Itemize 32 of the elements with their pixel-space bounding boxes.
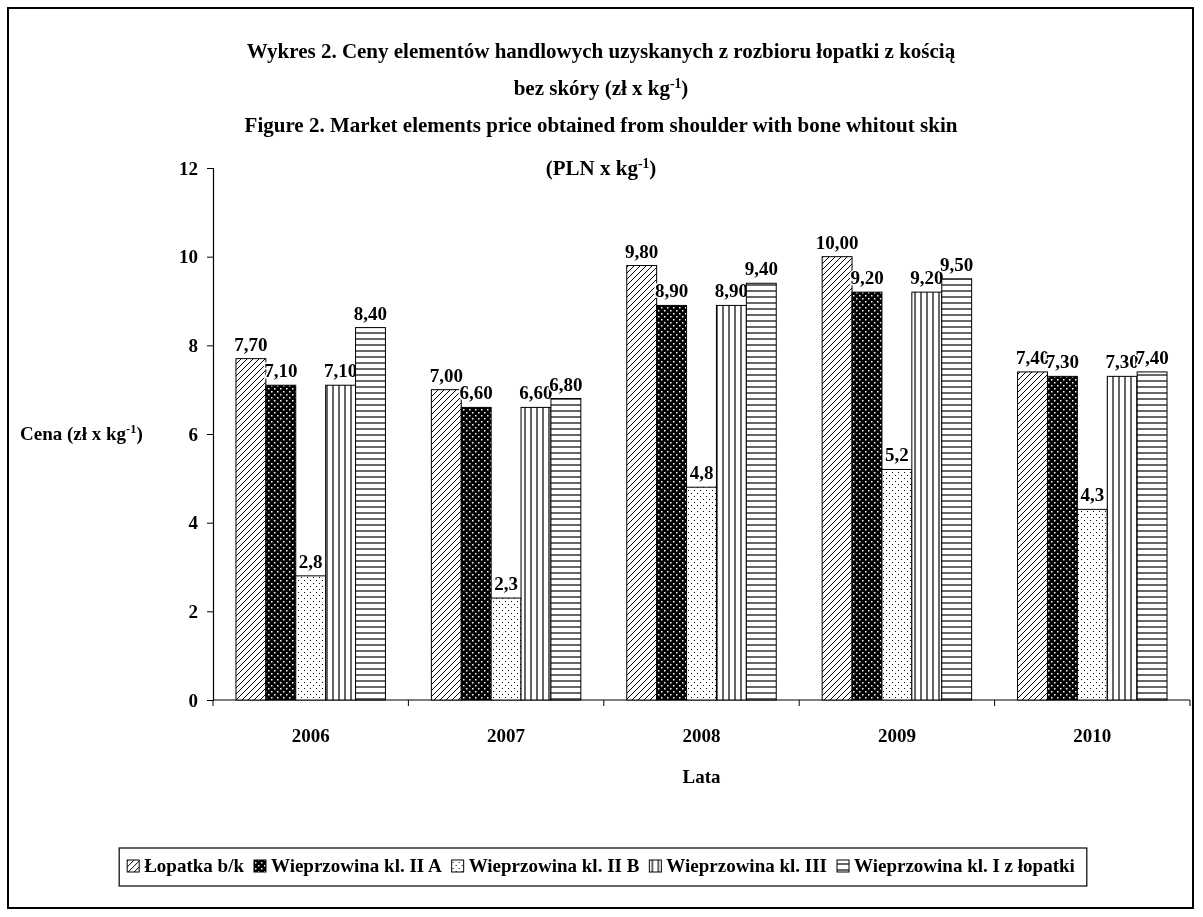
y-tick-label: 0 (188, 689, 198, 711)
data-label: 7,00 (429, 364, 463, 386)
x-tick-label: 2009 (877, 725, 916, 746)
x-tick-label: 2007 (487, 725, 526, 746)
data-label: 8,40 (353, 302, 388, 324)
legend-label: Wieprzowina kl. I z łopatki (854, 855, 1075, 876)
data-label: 4,3 (1080, 484, 1105, 506)
y-tick-label: 12 (179, 157, 198, 179)
x-axis-title: Lata (682, 766, 721, 787)
y-tick-label: 4 (188, 512, 199, 534)
legend-label: Wieprzowina kl. II B (468, 855, 640, 876)
data-label: 5,2 (885, 444, 909, 466)
x-tick-label: 2010 (1073, 725, 1112, 746)
data-label: 7,70 (234, 333, 268, 355)
chart-subtitle: Figure 2. Market elements price obtained from shoulder with bone whitout skin (PLN x kg$^{-1}$) (244, 113, 958, 180)
y-tick-label: 10 (179, 246, 198, 268)
data-label: 4,8 (689, 462, 714, 484)
data-label: 2,3 (494, 573, 518, 595)
data-label: 9,40 (744, 258, 778, 280)
y-tick-label: 6 (188, 423, 198, 445)
data-label: 9,80 (625, 240, 659, 262)
legend-label: Łopatka b/k (144, 855, 245, 876)
data-label: 2,8 (298, 550, 323, 572)
y-tick-label: 8 (188, 334, 198, 356)
y-tick-label: 2 (188, 600, 198, 622)
legend-label: Wieprzowina kl. III (666, 855, 828, 876)
chart-title: Wykres 2. Ceny elementów handlowych uzyskanych z rozbioru łopatki z kością bez skóry (zł x kg$^{-1}$) (246, 39, 956, 100)
data-label: 10,00 (815, 231, 859, 253)
legend-label: Wieprzowina kl. II A (270, 855, 442, 876)
x-tick-label: 2008 (682, 725, 721, 746)
y-axis-title: Cena (zł x kg$^{-1}$) (20, 422, 143, 445)
x-tick-label: 2006 (291, 725, 330, 746)
